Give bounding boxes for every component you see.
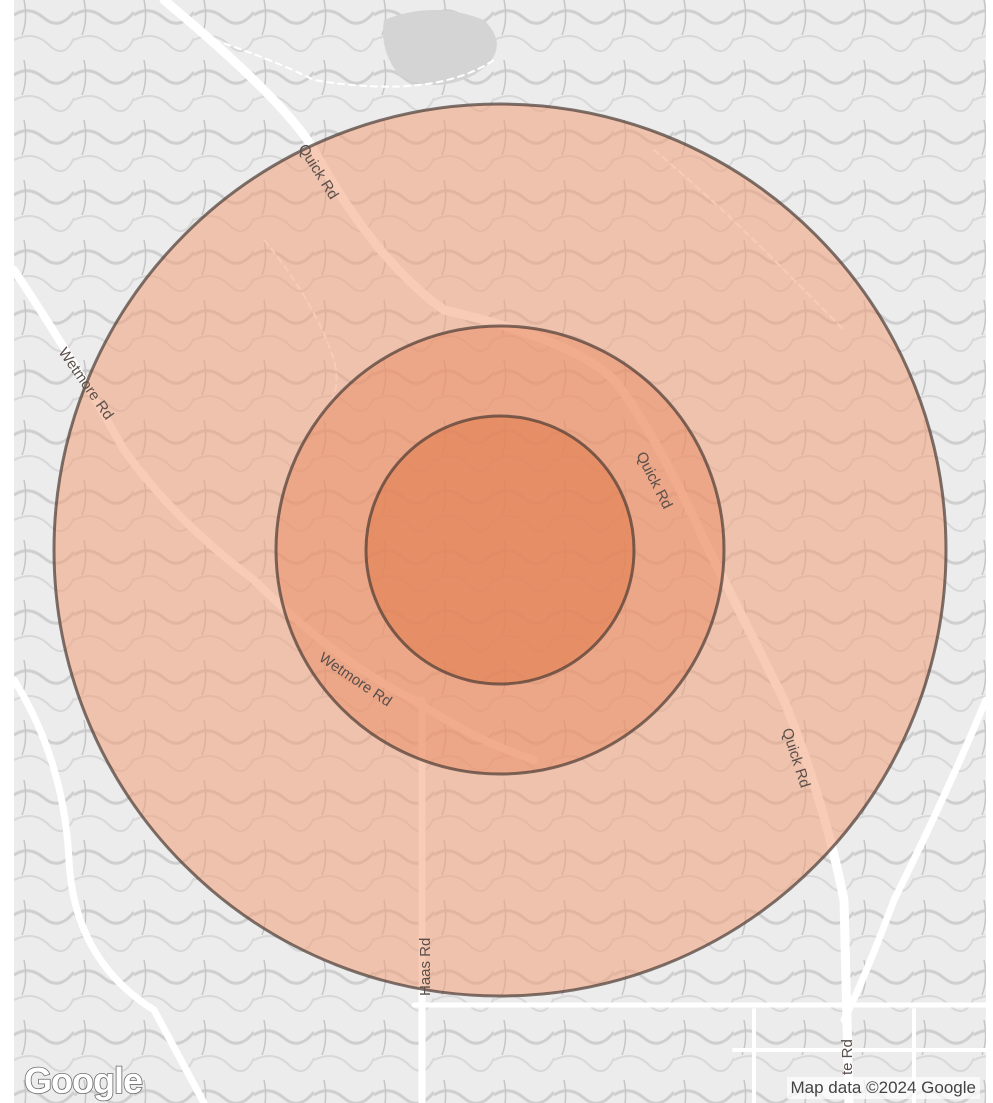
west-rd [14, 676, 208, 1103]
trail-1 [213, 39, 495, 88]
map-canvas[interactable]: Quick Rd Quick Rd Quick Rd Wetmore Rd We… [14, 0, 986, 1103]
map-attribution[interactable]: Map data ©2024 Google [786, 1077, 980, 1099]
road-label-state-rd: te Rd [839, 1039, 856, 1075]
buffer-ring-middle[interactable] [274, 324, 726, 776]
road-label-haas-rd: Haas Rd [417, 938, 434, 996]
buffer-ring-inner[interactable] [364, 414, 636, 686]
state-rd [840, 696, 986, 1024]
buffer-ring-outer[interactable] [52, 102, 948, 998]
map-svg: Quick Rd Quick Rd Quick Rd Wetmore Rd We… [14, 0, 986, 1103]
lake [383, 10, 497, 85]
google-logo: Google [24, 1060, 142, 1101]
